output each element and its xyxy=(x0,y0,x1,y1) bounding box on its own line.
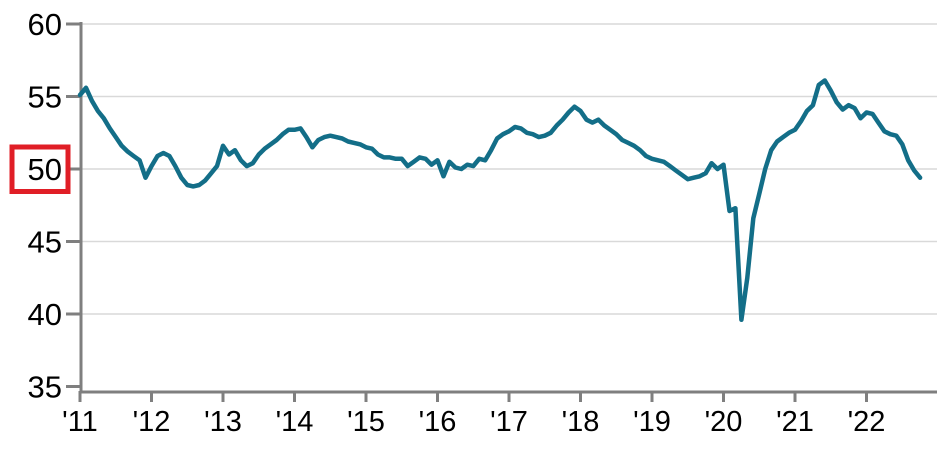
x-tick-label-15: '15 xyxy=(347,406,385,438)
y-tick-label-45: 45 xyxy=(28,225,62,260)
x-tick-label-21: '21 xyxy=(776,406,814,438)
y-axis-ticks xyxy=(66,22,80,388)
y-tick-label-55: 55 xyxy=(28,80,62,115)
x-tick-label-18: '18 xyxy=(562,406,600,438)
y-tick-label-40: 40 xyxy=(28,297,62,332)
x-tick-label-20: '20 xyxy=(705,406,743,438)
y-gridlines xyxy=(81,23,937,315)
threshold-50-highlight-box xyxy=(9,144,71,194)
x-tick-label-22: '22 xyxy=(848,406,886,438)
x-tick-label-19: '19 xyxy=(633,406,671,438)
y-axis-labels: 60 55 50 45 40 35 xyxy=(28,7,62,405)
pmi-series-line xyxy=(77,78,923,323)
x-tick-label-11: '11 xyxy=(62,406,98,438)
y-tick-label-60: 60 xyxy=(28,7,62,42)
x-tick-label-12: '12 xyxy=(133,406,171,438)
x-tick-label-13: '13 xyxy=(204,406,242,438)
x-tick-label-14: '14 xyxy=(276,406,314,438)
x-tick-label-17: '17 xyxy=(490,406,528,438)
x-tick-label-16: '16 xyxy=(419,406,457,438)
x-axis-labels: '11 '12 '13 '14 '15 '16 '17 '18 '19 '20 … xyxy=(62,406,885,438)
y-tick-label-50: 50 xyxy=(28,152,62,187)
y-tick-label-35: 35 xyxy=(28,370,62,405)
